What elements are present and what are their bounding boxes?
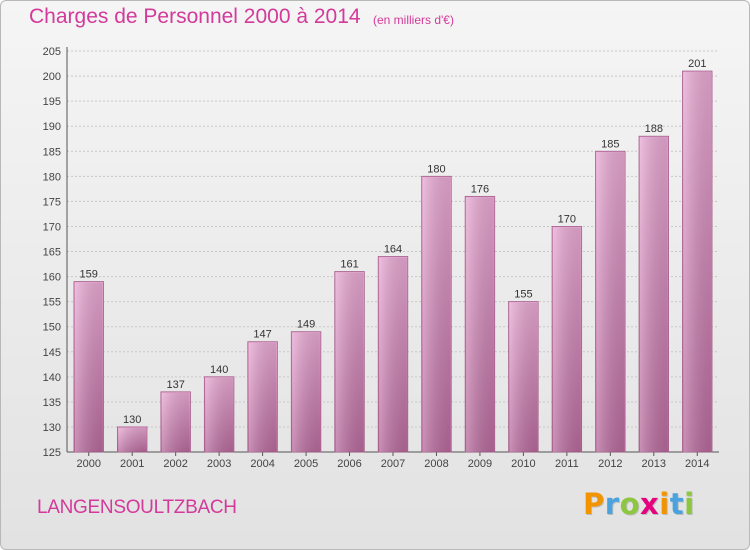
x-tick-label: 2000	[76, 458, 100, 470]
bar-shading	[118, 427, 146, 452]
x-tick-label: 2011	[555, 458, 579, 470]
x-tick-label: 2008	[424, 458, 448, 470]
y-tick-label: 140	[43, 372, 61, 384]
value-label: 164	[384, 244, 402, 256]
bar-shading	[683, 72, 712, 453]
logo-letter: o	[619, 487, 641, 521]
y-tick-label: 145	[43, 347, 61, 359]
value-label: 188	[645, 123, 663, 135]
bar-shading	[379, 257, 407, 452]
bar-shading	[596, 152, 625, 452]
x-tick-label: 2007	[381, 458, 405, 470]
x-tick-label: 2001	[120, 458, 144, 470]
bar-shading	[335, 272, 364, 452]
commune-name: LANGENSOULTZBACH	[37, 497, 237, 518]
x-tick-label: 2014	[685, 458, 709, 470]
value-label: 185	[601, 138, 619, 150]
value-label: 155	[514, 289, 532, 301]
x-tick-label: 2004	[250, 458, 274, 470]
y-tick-label: 165	[43, 247, 61, 259]
bar-shading	[640, 137, 668, 452]
y-tick-label: 180	[43, 171, 61, 183]
value-label: 176	[471, 183, 489, 195]
y-tick-label: 205	[43, 46, 61, 58]
bar-shading	[205, 377, 233, 452]
x-tick-label: 2009	[468, 458, 492, 470]
y-tick-label: 170	[43, 221, 61, 233]
x-tick-label: 2005	[294, 458, 318, 470]
y-tick-label: 125	[43, 447, 61, 459]
y-tick-label: 185	[43, 146, 61, 158]
y-tick-label: 175	[43, 196, 61, 208]
y-tick-label: 150	[43, 322, 61, 334]
logo-letter: i	[659, 487, 670, 521]
bar-shading	[422, 177, 451, 452]
logo-letter: r	[604, 487, 620, 521]
value-label: 170	[558, 213, 576, 225]
bar-shading	[74, 282, 103, 452]
value-label: 180	[427, 163, 445, 175]
value-label: 159	[80, 269, 98, 281]
y-tick-label: 135	[43, 397, 61, 409]
chart-subtitle: (en milliers d'€)	[373, 13, 454, 27]
logo-letter: t	[669, 487, 685, 521]
value-label: 130	[123, 414, 141, 426]
x-tick-label: 2006	[337, 458, 361, 470]
value-label: 161	[340, 259, 358, 271]
x-tick-label: 2002	[163, 458, 187, 470]
y-tick-label: 195	[43, 96, 61, 108]
logo-letter: i	[684, 487, 695, 521]
value-label: 201	[688, 58, 706, 70]
bar-shading	[161, 392, 190, 452]
logo-letter: P	[583, 487, 605, 521]
y-tick-label: 200	[43, 71, 61, 83]
bar-shading	[466, 197, 494, 452]
bar-shading	[248, 342, 277, 452]
bar-shading	[509, 302, 538, 452]
x-tick-label: 2003	[207, 458, 231, 470]
value-label: 140	[210, 364, 228, 376]
value-label: 147	[253, 329, 271, 341]
logo-letter: x	[640, 487, 660, 521]
y-tick-label: 160	[43, 272, 61, 284]
value-label: 149	[297, 319, 315, 331]
x-tick-label: 2012	[598, 458, 622, 470]
proxiti-logo: Proxiti	[583, 487, 695, 521]
x-tick-label: 2013	[642, 458, 666, 470]
x-tick-label: 2010	[511, 458, 535, 470]
value-label: 137	[166, 379, 184, 391]
chart-title: Charges de Personnel 2000 à 2014	[29, 5, 361, 28]
labels: 159 130 137 140 147 149 161 164 180 176 155 170 185 1…	[80, 58, 707, 426]
y-tick-label: 155	[43, 297, 61, 309]
y-tick-label: 190	[43, 121, 61, 133]
bar-shading	[553, 227, 581, 452]
bar-shading	[292, 332, 320, 452]
bars	[73, 70, 713, 453]
y-tick-label: 130	[43, 422, 61, 434]
